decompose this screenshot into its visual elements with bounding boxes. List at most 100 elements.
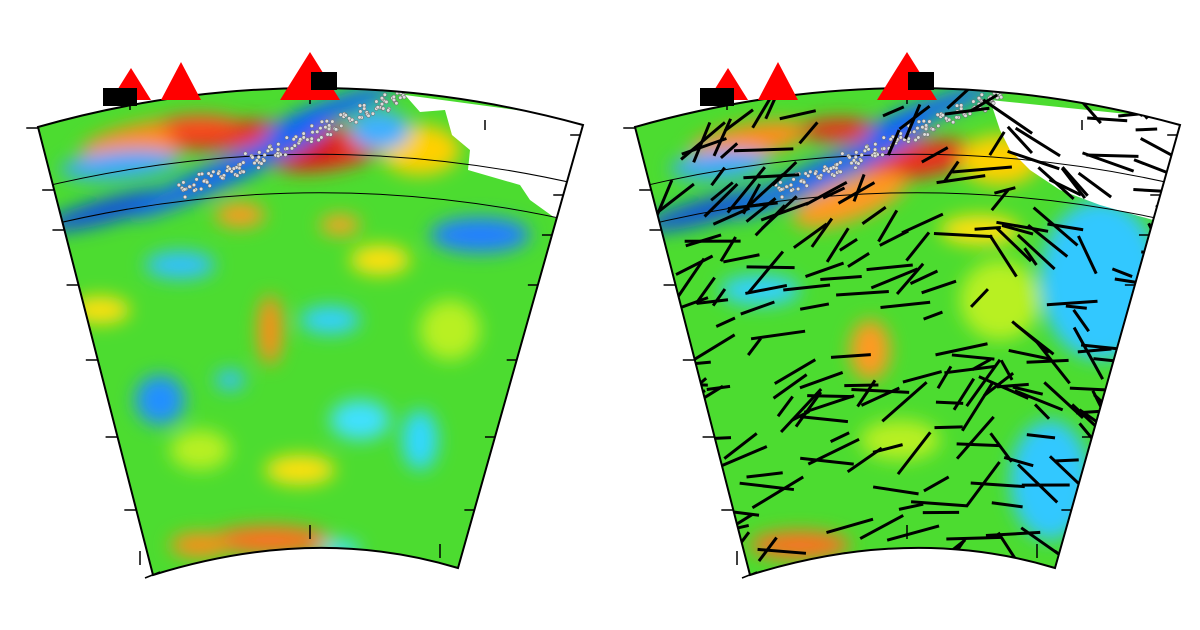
earthquake bbox=[257, 150, 262, 155]
fast-axis bbox=[1087, 116, 1128, 123]
earthquake bbox=[327, 123, 332, 128]
earthquake bbox=[379, 102, 385, 107]
anomaly bbox=[850, 320, 890, 380]
earthquake bbox=[398, 95, 403, 100]
fast-axis bbox=[852, 173, 866, 202]
fast-axis bbox=[776, 395, 794, 418]
fast-axis bbox=[1077, 171, 1113, 199]
fast-axis bbox=[799, 415, 849, 424]
fast-axis bbox=[723, 432, 758, 460]
earthquake bbox=[309, 123, 314, 128]
earthquake bbox=[381, 106, 386, 111]
fast-axis bbox=[836, 289, 889, 297]
fast-axis bbox=[971, 358, 992, 371]
earthquake bbox=[323, 125, 328, 130]
earthquake bbox=[324, 119, 329, 124]
earthquake bbox=[779, 187, 784, 192]
fast-axis bbox=[1141, 314, 1180, 328]
fast-axis bbox=[723, 253, 760, 264]
earthquake bbox=[298, 137, 303, 142]
fast-axis bbox=[743, 173, 800, 180]
earthquake bbox=[838, 160, 843, 165]
fast-axis bbox=[1006, 125, 1034, 155]
earthquake bbox=[374, 99, 379, 104]
station bbox=[103, 88, 137, 106]
anomaly bbox=[350, 110, 410, 150]
fast-axis bbox=[1142, 472, 1178, 521]
fast-axis bbox=[1125, 365, 1141, 385]
earthquake bbox=[211, 169, 216, 174]
fast-axis bbox=[1048, 178, 1082, 197]
earthquake bbox=[194, 177, 199, 182]
fast-axis bbox=[870, 267, 919, 290]
earthquake bbox=[778, 180, 783, 185]
earthquake bbox=[930, 127, 936, 132]
fast-axis bbox=[1096, 511, 1133, 526]
fast-axis bbox=[866, 263, 913, 272]
fast-axis bbox=[923, 310, 943, 321]
earthquake bbox=[310, 130, 315, 135]
earthquake bbox=[922, 132, 927, 137]
earthquake bbox=[357, 115, 362, 120]
anomaly bbox=[320, 540, 360, 560]
fast-axis bbox=[989, 432, 1013, 463]
fast-axis bbox=[682, 389, 706, 405]
fast-axis bbox=[747, 250, 785, 295]
fast-axis bbox=[872, 443, 903, 454]
fast-axis bbox=[799, 302, 830, 311]
fast-axis bbox=[909, 269, 939, 285]
fast-axis bbox=[724, 108, 754, 132]
earthquake bbox=[394, 101, 399, 106]
boundary-660 bbox=[38, 192, 583, 231]
earthquake bbox=[936, 123, 941, 128]
anomaly bbox=[210, 526, 330, 554]
earthquake bbox=[276, 142, 281, 147]
fast-axis bbox=[991, 501, 1023, 509]
earthquake bbox=[362, 103, 367, 108]
earthquake bbox=[784, 184, 789, 189]
earthquake bbox=[979, 92, 984, 97]
fast-axis bbox=[965, 461, 1001, 508]
section-image bbox=[38, 87, 583, 576]
earthquake bbox=[921, 119, 926, 124]
fast-axis bbox=[879, 229, 909, 247]
fast-axis bbox=[1086, 153, 1139, 158]
earthquake bbox=[999, 95, 1004, 100]
earthquake bbox=[796, 186, 801, 192]
earthquake bbox=[241, 160, 246, 165]
fast-axis bbox=[988, 234, 1018, 278]
anomaly bbox=[60, 150, 180, 180]
anomaly bbox=[170, 533, 230, 557]
fast-axis bbox=[1046, 299, 1098, 307]
fast-axis bbox=[1077, 235, 1098, 275]
anomaly bbox=[42, 188, 178, 232]
earthquake bbox=[220, 175, 225, 180]
fast-axis bbox=[655, 342, 679, 380]
earthquake bbox=[847, 155, 852, 160]
fast-axis bbox=[688, 484, 715, 506]
anomaly bbox=[402, 410, 438, 470]
fast-axis bbox=[666, 408, 695, 416]
earthquake bbox=[402, 95, 407, 100]
fast-axis bbox=[1001, 223, 1034, 236]
earthquake bbox=[881, 135, 886, 140]
earthquake bbox=[997, 87, 1002, 91]
earthquake bbox=[920, 125, 925, 130]
fast-axis bbox=[1014, 389, 1064, 412]
earthquake bbox=[873, 142, 878, 147]
fast-axis bbox=[880, 300, 931, 309]
fast-axis bbox=[844, 383, 879, 388]
fast-axis bbox=[994, 186, 1016, 195]
fast-axis bbox=[1120, 420, 1157, 427]
fast-axis bbox=[1141, 250, 1180, 258]
fast-axis bbox=[680, 121, 726, 161]
earthquake bbox=[182, 187, 187, 192]
fast-axis bbox=[751, 475, 804, 510]
fast-axis bbox=[1072, 309, 1090, 333]
fast-axis bbox=[733, 147, 794, 153]
fast-axis bbox=[641, 483, 693, 491]
volcano bbox=[161, 62, 201, 100]
fast-axis bbox=[1122, 431, 1162, 459]
earthquake bbox=[252, 161, 257, 166]
fast-axis bbox=[682, 383, 708, 387]
